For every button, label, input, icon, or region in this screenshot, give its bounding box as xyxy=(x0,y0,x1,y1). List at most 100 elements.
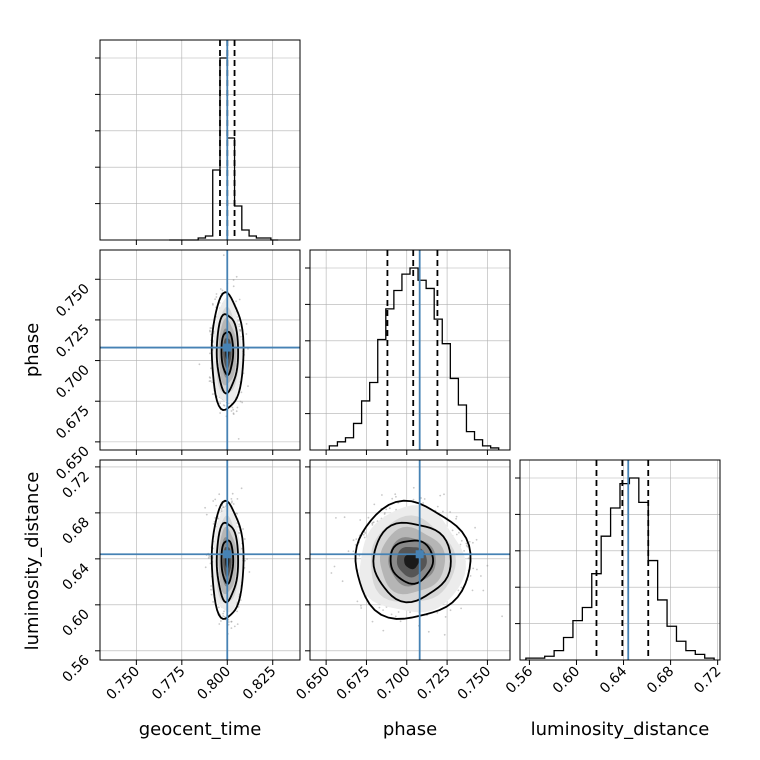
y-tick-label-phase-vs-geocent-time-3: 0.725 xyxy=(53,321,93,361)
sample-point-luminosity-distance-vs-phase xyxy=(420,497,422,499)
sample-point-luminosity-distance-vs-phase xyxy=(347,550,350,553)
sample-point-luminosity-distance-vs-phase xyxy=(439,494,442,497)
x-tick-label-luminosity-distance-vs-phase-1: 0.675 xyxy=(334,664,374,704)
sample-point-phase-vs-geocent-time xyxy=(231,406,234,409)
x-tick-label-diag-luminosity-distance-2: 0.64 xyxy=(597,663,630,696)
sample-point-luminosity-distance-vs-phase xyxy=(378,606,381,609)
y-tick-label-phase-vs-geocent-time-4: 0.750 xyxy=(53,281,93,321)
sample-point-luminosity-distance-vs-phase xyxy=(442,510,444,513)
sample-point-luminosity-distance-vs-geocent-time xyxy=(223,610,225,613)
sample-point-phase-vs-geocent-time xyxy=(236,406,239,409)
sample-point-luminosity-distance-vs-geocent-time xyxy=(218,623,221,625)
sample-point-luminosity-distance-vs-phase xyxy=(471,589,474,592)
sample-point-phase-vs-geocent-time xyxy=(232,408,235,411)
y-axis-label-luminosity-distance: luminosity_distance xyxy=(22,472,43,651)
sample-point-luminosity-distance-vs-phase xyxy=(394,615,397,618)
sample-point-luminosity-distance-vs-geocent-time xyxy=(239,599,242,601)
sample-point-phase-vs-geocent-time xyxy=(238,298,241,301)
sample-point-luminosity-distance-vs-phase xyxy=(371,620,374,623)
sample-point-luminosity-distance-vs-geocent-time xyxy=(243,538,246,540)
sample-point-luminosity-distance-vs-phase xyxy=(436,611,439,614)
sample-point-phase-vs-geocent-time xyxy=(247,385,249,387)
sample-point-luminosity-distance-vs-geocent-time xyxy=(236,498,239,500)
sample-point-luminosity-distance-vs-phase xyxy=(391,497,394,500)
sample-point-phase-vs-geocent-time xyxy=(209,327,212,329)
sample-point-luminosity-distance-vs-geocent-time xyxy=(246,558,249,560)
sample-point-luminosity-distance-vs-phase xyxy=(455,515,458,518)
contour-luminosity-distance-vs-geocent-time-0 xyxy=(210,499,245,620)
sample-point-luminosity-distance-vs-geocent-time xyxy=(230,498,233,500)
sample-point-phase-vs-geocent-time xyxy=(215,293,218,295)
panel-frame-phase-vs-geocent-time xyxy=(99,249,301,451)
sample-point-luminosity-distance-vs-geocent-time xyxy=(240,487,243,490)
sample-point-luminosity-distance-vs-phase xyxy=(352,550,355,553)
sample-point-luminosity-distance-vs-phase xyxy=(423,498,426,500)
sample-point-luminosity-distance-vs-geocent-time xyxy=(212,523,215,525)
sample-point-phase-vs-geocent-time xyxy=(198,363,201,366)
sample-point-phase-vs-geocent-time xyxy=(221,289,224,292)
sample-point-phase-vs-geocent-time xyxy=(211,302,214,305)
sample-point-luminosity-distance-vs-phase xyxy=(482,589,485,592)
sample-point-luminosity-distance-vs-phase xyxy=(422,502,424,504)
sample-point-luminosity-distance-vs-geocent-time xyxy=(230,627,233,629)
sample-point-luminosity-distance-vs-phase xyxy=(367,516,370,519)
sample-point-luminosity-distance-vs-geocent-time xyxy=(220,508,223,510)
x-axis-label-phase: phase xyxy=(383,719,437,740)
sample-point-luminosity-distance-vs-phase xyxy=(412,486,415,489)
sample-point-luminosity-distance-vs-phase xyxy=(472,567,475,570)
sample-point-luminosity-distance-vs-geocent-time xyxy=(205,513,208,516)
truth-marker-luminosity-distance-vs-geocent-time xyxy=(223,550,232,559)
x-axis-label-geocent-time: geocent_time xyxy=(139,719,262,740)
sample-point-luminosity-distance-vs-phase xyxy=(468,540,471,543)
sample-point-phase-vs-geocent-time xyxy=(230,410,233,412)
sample-point-luminosity-distance-vs-phase xyxy=(463,550,465,552)
sample-point-luminosity-distance-vs-geocent-time xyxy=(235,512,238,514)
truth-marker-luminosity-distance-vs-phase xyxy=(415,550,424,559)
sample-point-phase-vs-geocent-time xyxy=(215,296,218,298)
sample-point-luminosity-distance-vs-phase xyxy=(390,613,393,616)
histogram-phase xyxy=(328,267,500,450)
sample-point-luminosity-distance-vs-phase xyxy=(358,554,361,557)
sample-point-luminosity-distance-vs-phase xyxy=(385,508,388,511)
contour-luminosity-distance-vs-geocent-time-2 xyxy=(220,539,235,585)
panel-frame-diag-luminosity-distance xyxy=(519,459,721,661)
x-tick-label-luminosity-distance-vs-geocent-time-1: 0.775 xyxy=(149,664,189,704)
sample-point-luminosity-distance-vs-geocent-time xyxy=(231,492,234,495)
sample-point-luminosity-distance-vs-phase xyxy=(376,520,379,522)
sample-point-phase-vs-geocent-time xyxy=(214,298,217,301)
contour-phase-vs-geocent-time-0 xyxy=(210,291,245,411)
sample-point-luminosity-distance-vs-phase xyxy=(480,575,482,577)
x-tick-label-diag-luminosity-distance-1: 0.60 xyxy=(550,664,583,697)
sample-point-phase-vs-geocent-time xyxy=(241,401,244,404)
sample-point-luminosity-distance-vs-geocent-time xyxy=(236,610,239,613)
x-tick-label-luminosity-distance-vs-phase-2: 0.700 xyxy=(374,664,414,704)
sample-point-luminosity-distance-vs-phase xyxy=(466,545,469,548)
sample-point-luminosity-distance-vs-geocent-time xyxy=(210,593,213,596)
sample-point-luminosity-distance-vs-geocent-time xyxy=(207,556,210,559)
x-axis-label-luminosity-distance: luminosity_distance xyxy=(531,719,710,740)
sample-point-phase-vs-geocent-time xyxy=(219,288,222,290)
sample-point-luminosity-distance-vs-phase xyxy=(465,542,468,545)
sample-point-luminosity-distance-vs-phase xyxy=(427,630,430,633)
sample-point-phase-vs-geocent-time xyxy=(245,333,248,335)
sample-point-phase-vs-geocent-time xyxy=(222,254,225,257)
sample-point-luminosity-distance-vs-phase xyxy=(333,565,336,568)
sample-point-luminosity-distance-vs-phase xyxy=(360,607,363,609)
sample-point-luminosity-distance-vs-phase xyxy=(444,616,447,618)
contour-luminosity-distance-vs-phase-1 xyxy=(372,521,452,604)
sample-point-luminosity-distance-vs-phase xyxy=(382,609,384,611)
sample-point-luminosity-distance-vs-phase xyxy=(356,600,359,603)
histogram-geocent-time xyxy=(169,57,279,241)
sample-point-luminosity-distance-vs-geocent-time xyxy=(222,612,225,615)
sample-point-luminosity-distance-vs-geocent-time xyxy=(222,615,225,617)
sample-point-luminosity-distance-vs-phase xyxy=(343,516,346,519)
y-tick-label-luminosity-distance-vs-geocent-time-2: 0.64 xyxy=(59,560,92,593)
sample-point-luminosity-distance-vs-geocent-time xyxy=(244,559,246,562)
sample-point-luminosity-distance-vs-geocent-time xyxy=(220,620,222,622)
sample-point-luminosity-distance-vs-phase xyxy=(335,517,337,519)
sample-point-luminosity-distance-vs-phase xyxy=(372,521,374,524)
sample-point-luminosity-distance-vs-phase xyxy=(395,495,397,498)
sample-point-phase-vs-geocent-time xyxy=(235,410,238,413)
sample-point-luminosity-distance-vs-phase xyxy=(474,526,476,529)
x-tick-label-luminosity-distance-vs-geocent-time-3: 0.825 xyxy=(240,664,280,704)
